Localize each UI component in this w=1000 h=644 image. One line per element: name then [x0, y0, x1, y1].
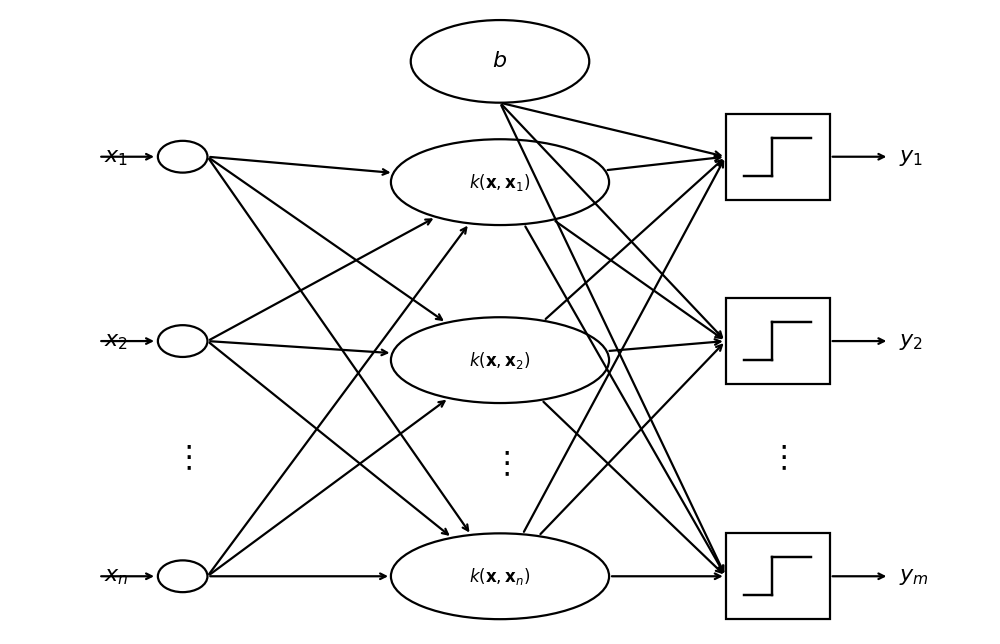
Bar [726, 533, 830, 619]
Bar [726, 114, 830, 200]
Text: $y_2$: $y_2$ [899, 330, 923, 352]
Text: $\vdots$: $\vdots$ [768, 444, 787, 473]
Text: $y_1$: $y_1$ [899, 146, 923, 167]
Text: $k(\mathbf{x},\mathbf{x}_1)$: $k(\mathbf{x},\mathbf{x}_1)$ [469, 172, 531, 193]
Text: $k(\mathbf{x},\mathbf{x}_n)$: $k(\mathbf{x},\mathbf{x}_n)$ [469, 566, 531, 587]
Text: $k(\mathbf{x},\mathbf{x}_2)$: $k(\mathbf{x},\mathbf{x}_2)$ [469, 350, 531, 371]
Text: $x_n$: $x_n$ [104, 565, 128, 587]
Text: $x_1$: $x_1$ [104, 146, 128, 167]
Text: $\vdots$: $\vdots$ [173, 444, 192, 473]
Text: $b$: $b$ [492, 50, 508, 72]
Text: $\vdots$: $\vdots$ [491, 451, 509, 480]
Text: $y_m$: $y_m$ [899, 565, 929, 587]
Text: $x_2$: $x_2$ [104, 330, 128, 352]
Bar [726, 298, 830, 384]
